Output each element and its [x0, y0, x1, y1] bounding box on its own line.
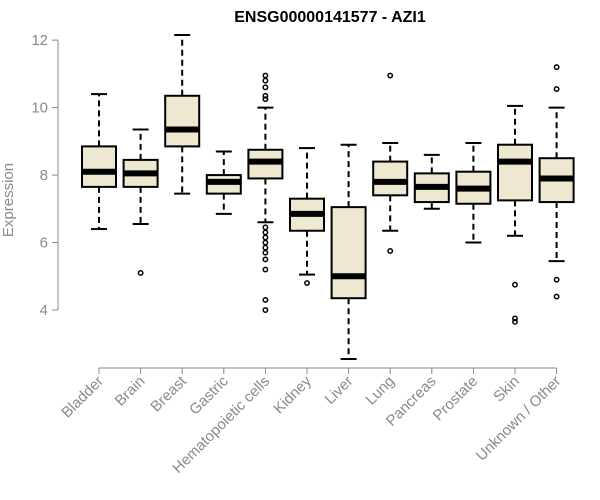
outlier-point: [262, 229, 269, 236]
outlier-point: [262, 244, 269, 251]
box-hematopoietic-cells: [247, 72, 284, 313]
box-prostate: [455, 142, 492, 244]
y-axis-label: Expression: [0, 163, 17, 237]
box-series: [81, 34, 575, 360]
outlier-point: [262, 96, 269, 103]
outlier-point: [262, 77, 269, 84]
box-kidney: [289, 147, 325, 286]
outlier-point: [512, 315, 518, 322]
outlier-point: [387, 72, 394, 79]
box-breast: [164, 34, 201, 195]
y-tick-label: 8: [40, 167, 48, 184]
outlier-point: [262, 72, 269, 79]
box-iqr: [372, 160, 409, 197]
outlier-point: [512, 318, 518, 325]
y-tick-label: 4: [40, 302, 48, 319]
y-axis: 4 6 8 10 12: [31, 32, 59, 319]
box-pancreas: [413, 153, 450, 210]
outlier-point: [387, 248, 394, 254]
outlier-point: [262, 84, 269, 91]
x-tick-label: Bladder: [58, 373, 107, 422]
outlier-point: [262, 296, 269, 303]
box-skin: [497, 104, 533, 325]
x-tick-label: Brain: [112, 373, 149, 410]
box-gastric: [205, 150, 242, 215]
outlier-point: [137, 269, 144, 276]
box-iqr: [164, 94, 201, 148]
box-iqr: [497, 143, 533, 202]
box-brain: [122, 128, 159, 276]
outlier-point: [262, 92, 269, 99]
x-tick-label: Skin: [490, 373, 523, 406]
x-tick-label: Lung: [362, 373, 398, 409]
box-iqr: [330, 206, 367, 300]
box-liver: [330, 143, 367, 360]
x-tick-label: Kidney: [270, 372, 315, 417]
outlier-point: [262, 307, 269, 313]
chart-title: ENSG00000141577 - AZI1: [234, 9, 426, 26]
outlier-point: [553, 64, 560, 71]
box-unknown-other: [538, 64, 575, 300]
outlier-point: [262, 234, 269, 241]
y-tick-label: 10: [31, 100, 48, 117]
outlier-point: [262, 249, 269, 256]
outlier-point: [553, 86, 560, 92]
box-bladder: [81, 93, 117, 231]
outlier-point: [262, 224, 269, 231]
outlier-point: [553, 293, 560, 300]
box-lung: [372, 72, 409, 254]
x-tick-label: Prostate: [430, 373, 482, 425]
x-tick-label: Breast: [147, 372, 190, 415]
outlier-point: [553, 276, 560, 283]
outlier-point: [262, 266, 269, 273]
outlier-point: [304, 280, 310, 286]
box-iqr: [81, 145, 117, 188]
outlier-point: [262, 239, 269, 246]
x-tick-label: Liver: [321, 373, 356, 408]
outlier-point: [512, 281, 518, 288]
outlier-point: [262, 256, 269, 263]
y-tick-label: 6: [40, 235, 48, 252]
y-tick-label: 12: [31, 32, 48, 49]
